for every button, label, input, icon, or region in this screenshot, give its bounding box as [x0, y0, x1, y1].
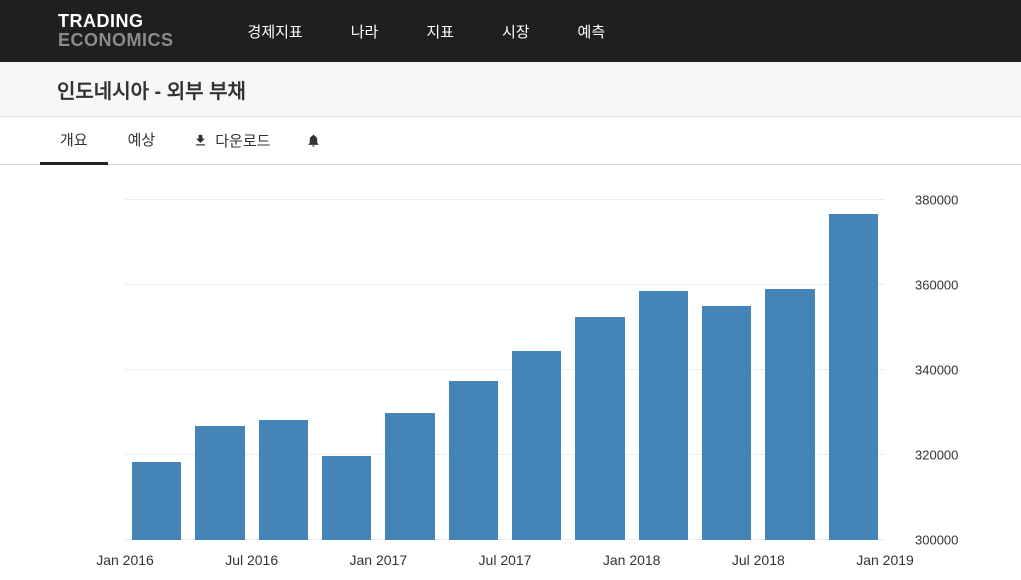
tab-forecast[interactable]: 예상 [127, 132, 156, 149]
tab-bar: 개요 예상 다운로드 [0, 117, 1021, 165]
nav-item-markets[interactable]: 시장 [501, 23, 530, 41]
logo-line2: ECONOMICS [58, 30, 174, 50]
x-axis-label: Jan 2016 [96, 552, 154, 568]
trading-economics-logo[interactable]: TRADING ECONOMICS [58, 12, 174, 50]
x-axis-label: Jan 2017 [349, 552, 408, 568]
external-debt-chart: 300000 320000 340000 360000 380000 Jan 2016 Ju… [0, 165, 1021, 580]
chart-bar-2018-Q3[interactable] [765, 289, 815, 540]
title-strip: 인도네시아 - 외부 부채 [0, 62, 1021, 117]
page-title: 인도네시아 - 외부 부채 [57, 80, 246, 103]
chart-bar-2017-Q4[interactable] [575, 317, 625, 540]
chart-bar-2018-Q1[interactable] [638, 290, 689, 540]
chart-bar-2017-Q3[interactable] [511, 350, 562, 540]
alerts-button[interactable] [288, 117, 339, 164]
x-axis-label: Jul 2016 [225, 552, 279, 568]
y-axis-label: 340000 [915, 362, 959, 378]
plot-area: 300000 320000 340000 360000 380000 Jan 2016 Ju… [96, 193, 958, 569]
chart-bar-2017-Q2[interactable] [448, 381, 499, 540]
chart-bar-2016-Q3[interactable] [258, 419, 309, 540]
nav-item-markers[interactable]: 지표 [426, 23, 454, 41]
nav-item-countries[interactable]: 나라 [350, 23, 379, 41]
nav-item-indicators[interactable]: 경제지표 [247, 23, 303, 41]
chart-bar-2016-Q1[interactable] [131, 462, 182, 540]
gridline [125, 199, 885, 200]
tab-overview[interactable]: 개요 [40, 117, 108, 165]
x-axis-label: Jan 2019 [856, 552, 914, 568]
x-axis-label: Jan 2018 [602, 552, 661, 568]
gridline [125, 284, 885, 285]
x-axis-label: Jul 2018 [731, 552, 785, 568]
y-axis-label: 320000 [915, 447, 959, 463]
top-nav-bar: TRADING ECONOMICS 경제지표 나라 지표 시장 예측 [0, 0, 1021, 62]
gridline [125, 539, 885, 540]
download-icon [193, 133, 208, 148]
main-nav: 경제지표 나라 지표 시장 예측 [244, 15, 610, 48]
download-label: 다운로드 [215, 133, 271, 150]
y-axis-label: 300000 [915, 532, 959, 548]
gridline [125, 454, 885, 455]
logo-line1: TRADING [58, 11, 144, 32]
download-button[interactable]: 다운로드 [175, 117, 288, 164]
x-axis-label: Jul 2017 [478, 552, 532, 568]
nav-item-forecasts[interactable]: 예측 [577, 23, 606, 41]
chart-bar-2018-Q4[interactable] [828, 214, 879, 540]
y-axis-label: 360000 [915, 277, 959, 293]
gridline [125, 369, 885, 370]
chart-bar-2018-Q2[interactable] [701, 305, 752, 540]
chart-bar-2016-Q4[interactable] [321, 455, 372, 540]
bell-icon [306, 133, 321, 148]
chart-bar-2016-Q2[interactable] [195, 426, 245, 540]
chart-bar-2017-Q1[interactable] [385, 412, 435, 540]
y-axis-label: 380000 [915, 192, 959, 208]
